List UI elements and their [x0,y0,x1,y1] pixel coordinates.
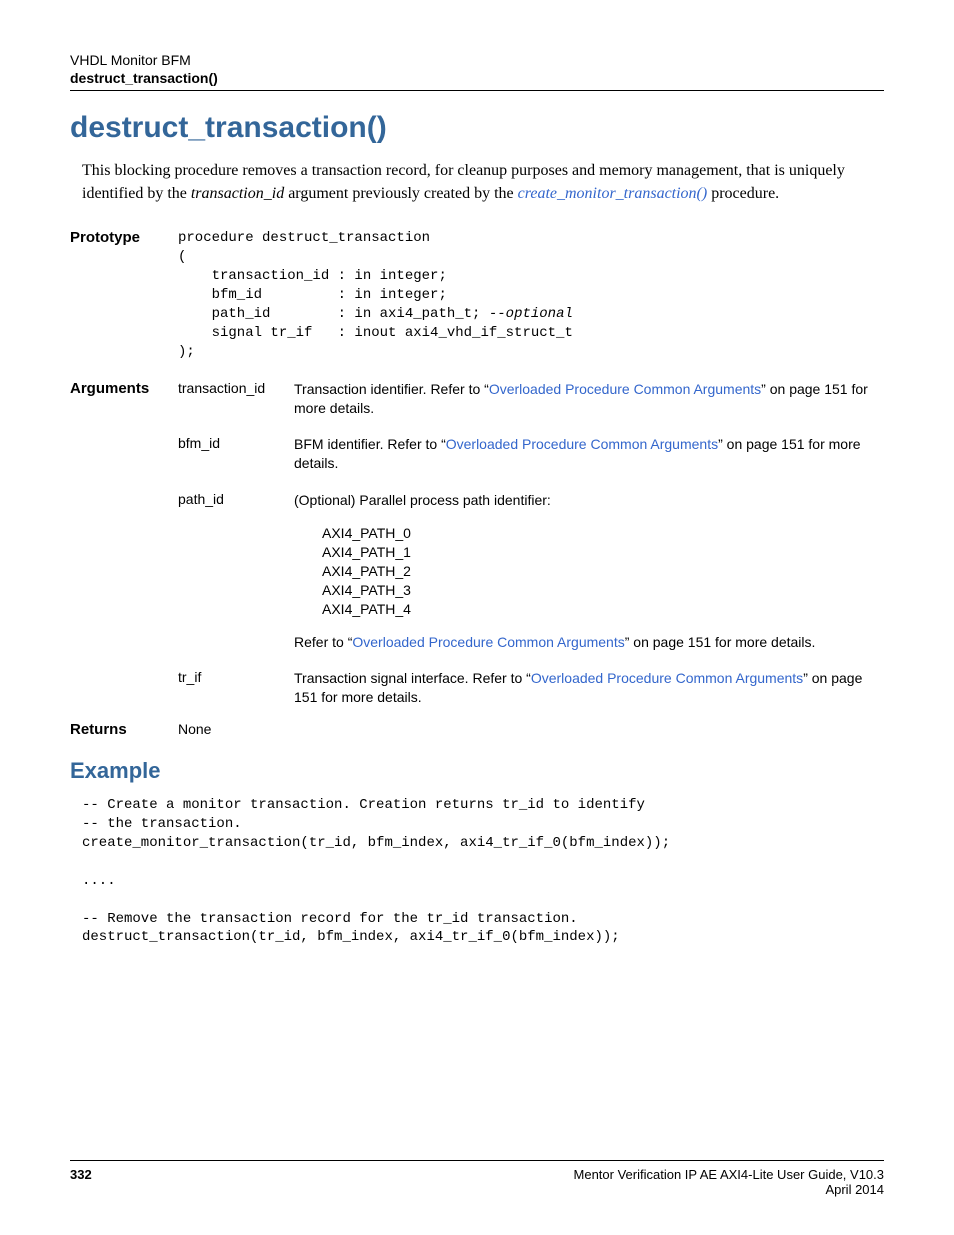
argument-name: tr_if [178,669,294,707]
proto-line: signal tr_if : inout axi4_vhd_if_struct_… [178,325,573,341]
arg-text: on page 151 for more details. [629,634,815,650]
arg-text: BFM identifier. Refer to [294,436,441,452]
path-list: AXI4_PATH_0 AXI4_PATH_1 AXI4_PATH_2 AXI4… [322,524,884,618]
overloaded-procedure-link[interactable]: Overloaded Procedure Common Arguments [352,634,624,650]
header-chapter: VHDL Monitor BFM [70,52,884,68]
footer-date: April 2014 [574,1182,884,1197]
argument-desc: Transaction signal interface. Refer to “… [294,669,884,707]
path-value: AXI4_PATH_1 [322,543,884,562]
footer-row: 332 Mentor Verification IP AE AXI4-Lite … [70,1167,884,1197]
page-title: destruct_transaction() [70,111,884,145]
argument-desc: (Optional) Parallel process path identif… [294,491,884,651]
overloaded-procedure-link[interactable]: Overloaded Procedure Common Arguments [446,436,718,452]
arguments-label: Arguments [70,380,178,718]
argument-name: path_id [178,491,294,651]
example-heading: Example [70,758,884,784]
page-header: VHDL Monitor BFM destruct_transaction() [70,52,884,91]
arguments-content: transaction_id Transaction identifier. R… [178,380,884,718]
path-value: AXI4_PATH_2 [322,562,884,581]
proto-line: ( [178,249,186,265]
intro-italic: transaction_id [191,185,284,202]
arg-text: Refer to “Overloaded Procedure Common Ar… [294,633,884,652]
arg-text: Transaction identifier. Refer to [294,381,484,397]
prototype-code: procedure destruct_transaction ( transac… [178,229,884,361]
returns-section: Returns None [70,721,884,738]
argument-name: bfm_id [178,435,294,473]
proto-comment: --optional [489,306,573,322]
proto-line: transaction_id : in integer; [178,268,447,284]
argument-row: path_id (Optional) Parallel process path… [178,491,884,651]
overloaded-procedure-link[interactable]: Overloaded Procedure Common Arguments [489,381,761,397]
argument-desc: BFM identifier. Refer to “Overloaded Pro… [294,435,884,473]
returns-value: None [178,721,884,738]
argument-row: transaction_id Transaction identifier. R… [178,380,884,418]
arg-text: Refer to [294,634,348,650]
proto-line: ); [178,344,195,360]
create-monitor-transaction-link[interactable]: create_monitor_transaction() [518,185,708,202]
intro-text-mid: argument previously created by the [284,185,517,202]
arguments-section: Arguments transaction_id Transaction ide… [70,380,884,718]
path-value: AXI4_PATH_0 [322,524,884,543]
returns-label: Returns [70,721,178,738]
footer-guide: Mentor Verification IP AE AXI4-Lite User… [574,1167,884,1182]
prototype-label: Prototype [70,229,178,361]
overloaded-procedure-link[interactable]: Overloaded Procedure Common Arguments [531,670,803,686]
path-value: AXI4_PATH_3 [322,581,884,600]
footer-rule [70,1160,884,1161]
intro-paragraph: This blocking procedure removes a transa… [82,159,884,205]
arg-text: (Optional) Parallel process path identif… [294,491,884,510]
header-rule [70,90,884,91]
footer-right: Mentor Verification IP AE AXI4-Lite User… [574,1167,884,1197]
page-container: VHDL Monitor BFM destruct_transaction() … [0,0,954,1235]
argument-row: tr_if Transaction signal interface. Refe… [178,669,884,707]
path-value: AXI4_PATH_4 [322,600,884,619]
proto-line: path_id : in axi4_path_t; [178,306,489,322]
arg-text: Transaction signal interface. Refer to [294,670,526,686]
example-code: -- Create a monitor transaction. Creatio… [82,796,884,947]
intro-text-post: procedure. [707,185,779,202]
footer-page-number: 332 [70,1167,92,1197]
header-topic: destruct_transaction() [70,70,884,86]
argument-desc: Transaction identifier. Refer to “Overlo… [294,380,884,418]
proto-line: bfm_id : in integer; [178,287,447,303]
prototype-section: Prototype procedure destruct_transaction… [70,229,884,361]
proto-line: procedure destruct_transaction [178,230,430,246]
argument-name: transaction_id [178,380,294,418]
page-footer: 332 Mentor Verification IP AE AXI4-Lite … [70,1160,884,1197]
argument-row: bfm_id BFM identifier. Refer to “Overloa… [178,435,884,473]
